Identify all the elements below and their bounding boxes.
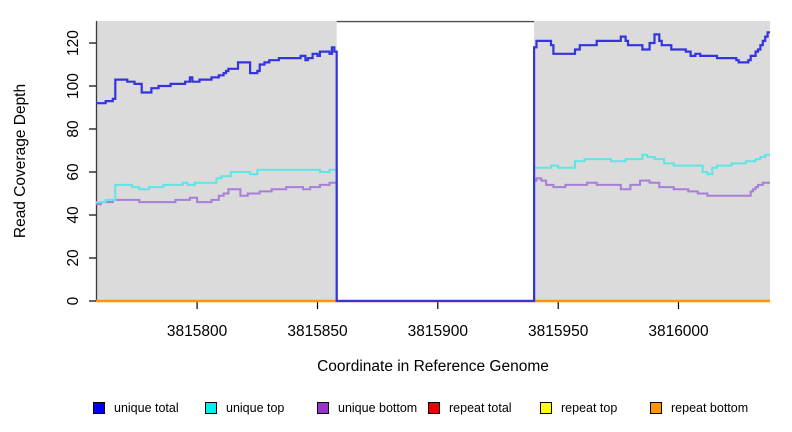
series-unique-total (96, 31, 770, 303)
y-tick-label: 60 (65, 163, 82, 181)
series-unique-bottom (96, 177, 770, 302)
y-tick-label: 0 (65, 296, 82, 305)
y-tick-label: 120 (65, 30, 82, 56)
y-tick-label: 100 (65, 73, 82, 99)
y-tick-label: 80 (65, 120, 82, 138)
x-axis-title: Coordinate in Reference Genome (317, 358, 549, 375)
y-tick-label: 20 (65, 249, 82, 267)
series-unique-top (96, 153, 770, 302)
missing-data-region (336, 21, 535, 302)
x-tick-label: 3815900 (408, 323, 469, 340)
x-tick-label: 3815800 (167, 323, 228, 340)
x-tick-label: 3815950 (528, 323, 589, 340)
y-axis-title: Read Coverage Depth (12, 83, 29, 239)
x-tick-label: 3815850 (287, 323, 348, 340)
x-tick-label: 3816000 (648, 323, 709, 340)
y-tick-label: 40 (65, 206, 82, 224)
